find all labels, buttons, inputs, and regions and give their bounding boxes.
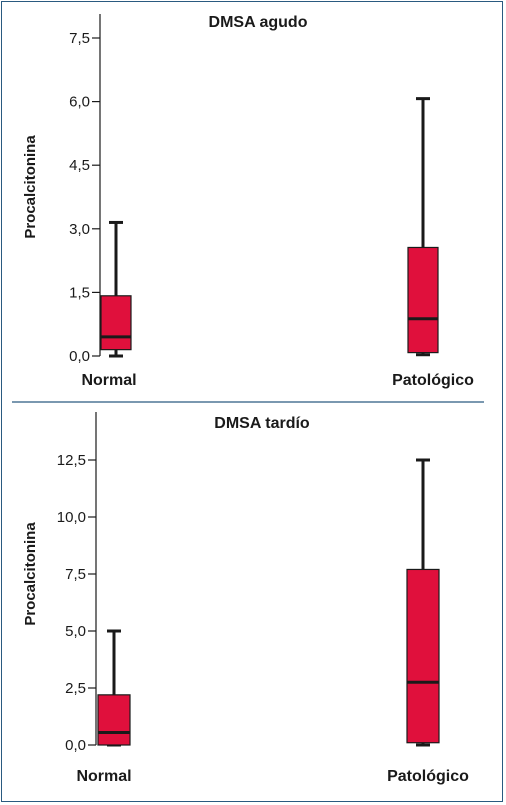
- y-axis-label: Procalcitonina: [22, 522, 39, 626]
- y-tick-label: 7,5: [65, 566, 86, 583]
- box-plots: [97, 458, 440, 747]
- iqr-box: [97, 694, 131, 746]
- x-category-label-normal: Normal: [81, 372, 136, 389]
- y-tick-labels: 0,0 1,5 3,0 4,5 6,0 7,5: [69, 30, 100, 365]
- y-tick-label: 0,0: [65, 737, 86, 754]
- box-normal: [97, 629, 131, 747]
- y-tick-label: 2,5: [65, 680, 86, 697]
- x-category-label-patologico: Patológico: [387, 768, 469, 785]
- x-category-label-patologico: Patológico: [392, 372, 474, 389]
- iqr-box: [100, 295, 132, 351]
- y-tick-label: 10,0: [57, 509, 86, 526]
- y-tick-label: 0,0: [69, 348, 90, 365]
- y-tick-label: 7,5: [69, 30, 90, 47]
- iqr-box: [407, 246, 439, 354]
- chart-title: DMSA tardío: [214, 415, 310, 432]
- y-tick-label: 6,0: [69, 94, 90, 111]
- y-tick-label: 4,5: [69, 157, 90, 174]
- box-normal: [100, 220, 132, 358]
- y-tick-label: 1,5: [69, 284, 90, 301]
- y-axis-label: Procalcitonina: [22, 135, 39, 239]
- y-tick-label: 5,0: [65, 623, 86, 640]
- box-patologico: [406, 458, 440, 747]
- y-tick-label: 12,5: [57, 452, 86, 469]
- panel-dmsa-agudo: DMSA agudo Procalcitonina 0,0 1,5 3,0 4,5 6,…: [22, 14, 474, 389]
- y-tick-label: 3,0: [69, 221, 90, 238]
- panel-dmsa-tardio: DMSA tardío Procalcitonina 0,0 2,5 5,0 7,5 1…: [22, 412, 469, 785]
- iqr-box: [406, 568, 440, 744]
- chart-title: DMSA agudo: [209, 14, 308, 31]
- y-tick-labels: 0,0 2,5 5,0 7,5 10,0 12,5: [57, 452, 96, 754]
- x-category-label-normal: Normal: [76, 768, 131, 785]
- box-plots: [100, 97, 439, 358]
- box-patologico: [407, 97, 439, 357]
